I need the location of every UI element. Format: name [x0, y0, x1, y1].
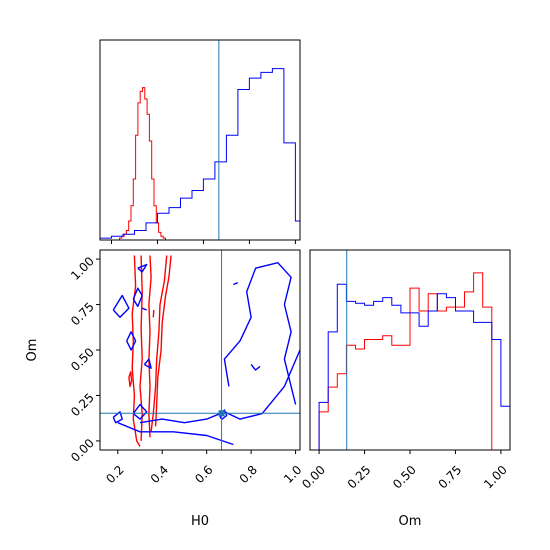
contour-series-1-level-6: [137, 263, 148, 273]
y-axis-label-om: Om: [25, 339, 40, 362]
contour-H0-Om-xtick-label-1: 0.4: [148, 463, 171, 486]
contour-series-0-level-6: [152, 309, 155, 318]
panel-hist-H0: [99, 39, 301, 244]
x-axis-label-om: Om: [399, 514, 422, 529]
contour-frame: [99, 249, 301, 451]
contour-series-1-level-7: [126, 331, 137, 351]
contour-tick-marks: 0.2 0.4 0.6 0.8 1.00.000.250.500.751.00: [68, 254, 304, 486]
hist-om-tick-marks: 0.00 0.25 0.50 0.75 1.00: [299, 450, 510, 491]
contour-H0-Om-xtick-label-2: 0.6: [192, 463, 215, 486]
contour-series-0-level-4: [154, 255, 172, 427]
contour-series-0-level-3: [150, 255, 168, 432]
contour-series-1-level-12: [233, 282, 239, 286]
contour-H0-Om-ytick-label-0: 0.00: [68, 436, 97, 465]
hist-h0-tick-marks: [110, 240, 296, 244]
contour-series-1-level-0: [117, 422, 234, 446]
hist-Om-xtick-label-0: 0.00: [299, 463, 328, 492]
hist-H0-series-0-steps: [119, 87, 166, 240]
x-axis-label-h0: H0: [191, 514, 209, 529]
contour-series-1-level-8: [143, 358, 152, 369]
contour-series-0-level-2: [148, 255, 152, 438]
contour-series-1-level-9: [132, 287, 143, 308]
hist-Om-xtick-label-2: 0.50: [390, 463, 419, 492]
contour-series-1-level-3: [132, 403, 148, 420]
hist-h0-series-group: [99, 68, 301, 240]
hist-Om-xtick-label-1: 0.25: [345, 463, 374, 492]
contour-series-1-level-10: [141, 307, 147, 311]
hist-Om-series-1-steps: [318, 283, 511, 450]
contour-series-0-level-5: [128, 371, 133, 388]
truth-point-marker: [218, 410, 225, 417]
contour-series-1-level-11: [250, 364, 261, 371]
hist-Om-xtick-label-4: 1.00: [481, 463, 510, 492]
contour-H0-Om-xtick-label-0: 0.2: [103, 463, 126, 486]
panel-hist-Om: 0.00 0.25 0.50 0.75 1.00 Om: [299, 249, 511, 529]
contour-H0-Om-xtick-label-3: 0.8: [237, 463, 260, 486]
hist-om-series-group: [318, 272, 511, 451]
contour-H0-Om-ytick-label-3: 0.75: [68, 300, 97, 329]
contour-H0-Om-ytick-label-4: 1.00: [68, 254, 97, 283]
hist-Om-xtick-label-3: 0.75: [436, 463, 465, 492]
panel-contour-H0-Om: 0.2 0.4 0.6 0.8 1.00.000.250.500.751.00 H0 O…: [25, 249, 305, 529]
hist-om-frame: [309, 249, 511, 451]
hist-h0-frame: [99, 39, 301, 241]
contour-H0-Om-ytick-label-1: 0.25: [68, 391, 97, 420]
contour-H0-Om-ytick-label-2: 0.50: [68, 345, 97, 374]
hist-H0-series-1-steps: [99, 68, 301, 240]
contour-series-group: [112, 255, 301, 447]
contour-series-1-level-2: [223, 262, 297, 405]
contour-series-1-level-5: [112, 294, 130, 318]
